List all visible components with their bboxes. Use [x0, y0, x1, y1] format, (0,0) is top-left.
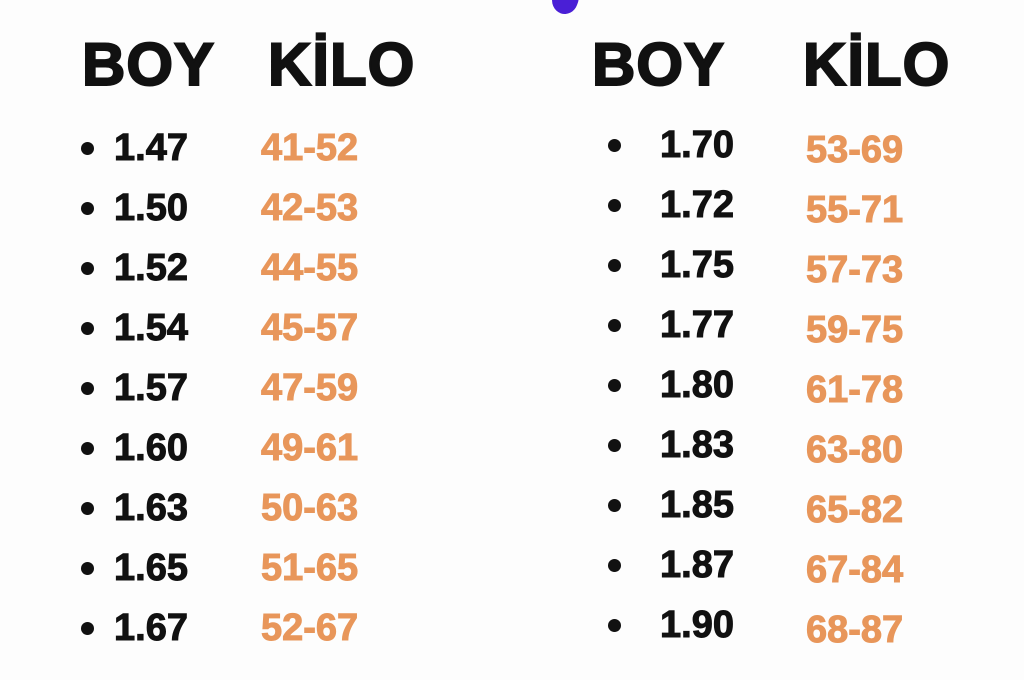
table-row: 1.67 52-67 [78, 603, 398, 659]
height-value: 1.57 [114, 367, 189, 410]
bullet-icon [608, 559, 621, 572]
height-value: 1.70 [660, 124, 735, 167]
bullet-icon [81, 322, 94, 335]
bullet-icon [81, 382, 94, 395]
weight-range: 63-80 [805, 429, 904, 472]
weight-range: 52-67 [260, 607, 359, 650]
table-row: 1.63 50-63 [78, 483, 398, 539]
height-value: 1.52 [114, 247, 189, 290]
table-row: 1.87 67-84 [604, 540, 944, 596]
weight-range: 65-82 [805, 489, 904, 532]
height-value: 1.72 [660, 184, 735, 227]
bullet-icon [81, 562, 94, 575]
height-value: 1.50 [114, 187, 189, 230]
bullet-icon [608, 319, 621, 332]
weight-range: 68-87 [805, 609, 904, 652]
height-value: 1.65 [114, 547, 189, 590]
table-row: 1.57 47-59 [78, 363, 398, 419]
table-row: 1.54 45-57 [78, 303, 398, 359]
height-value: 1.54 [114, 307, 189, 350]
bullet-icon [608, 259, 621, 272]
table-row: 1.75 57-73 [604, 240, 944, 296]
height-value: 1.85 [660, 484, 735, 527]
decorative-shape [547, 0, 583, 18]
weight-range: 41-52 [260, 127, 359, 170]
bullet-icon [81, 142, 94, 155]
height-value: 1.67 [114, 607, 189, 650]
bullet-icon [81, 442, 94, 455]
table-row: 1.60 49-61 [78, 423, 398, 479]
weight-range: 53-69 [805, 129, 904, 172]
table-row: 1.80 61-78 [604, 360, 944, 416]
height-value: 1.90 [660, 604, 735, 647]
weight-range: 55-71 [805, 189, 904, 232]
table-row: 1.85 65-82 [604, 480, 944, 536]
table-row: 1.90 68-87 [604, 600, 944, 656]
weight-range: 67-84 [805, 549, 904, 592]
table-row: 1.83 63-80 [604, 420, 944, 476]
header-boy-left: BOY [81, 30, 216, 99]
bullet-icon [608, 199, 621, 212]
bullet-icon [608, 619, 621, 632]
table-row: 1.77 59-75 [604, 300, 944, 356]
bullet-icon [81, 202, 94, 215]
table-row: 1.47 41-52 [78, 123, 398, 179]
weight-range: 47-59 [260, 367, 359, 410]
bullet-icon [81, 622, 94, 635]
bullet-icon [608, 139, 621, 152]
bullet-icon [608, 379, 621, 392]
height-value: 1.47 [114, 127, 189, 170]
table-row: 1.52 44-55 [78, 243, 398, 299]
table-row: 1.65 51-65 [78, 543, 398, 599]
header-kilo-left: KİLO [267, 30, 416, 99]
bullet-icon [81, 502, 94, 515]
weight-range: 42-53 [260, 187, 359, 230]
bullet-icon [81, 262, 94, 275]
height-value: 1.60 [114, 427, 189, 470]
height-value: 1.63 [114, 487, 189, 530]
weight-range: 57-73 [805, 249, 904, 292]
header-kilo-right: KİLO [802, 30, 951, 99]
weight-range: 61-78 [805, 369, 904, 412]
bullet-icon [608, 499, 621, 512]
header-boy-right: BOY [591, 30, 726, 99]
height-value: 1.83 [660, 424, 735, 467]
bullet-icon [608, 439, 621, 452]
weight-range: 45-57 [260, 307, 359, 350]
weight-range: 50-63 [260, 487, 359, 530]
height-value: 1.80 [660, 364, 735, 407]
weight-range: 44-55 [260, 247, 359, 290]
table-row: 1.72 55-71 [604, 180, 944, 236]
height-value: 1.77 [660, 304, 735, 347]
weight-range: 59-75 [805, 309, 904, 352]
weight-range: 51-65 [260, 547, 359, 590]
weight-range: 49-61 [260, 427, 359, 470]
height-value: 1.87 [660, 544, 735, 587]
height-value: 1.75 [660, 244, 735, 287]
table-row: 1.70 53-69 [604, 120, 944, 176]
table-row: 1.50 42-53 [78, 183, 398, 239]
